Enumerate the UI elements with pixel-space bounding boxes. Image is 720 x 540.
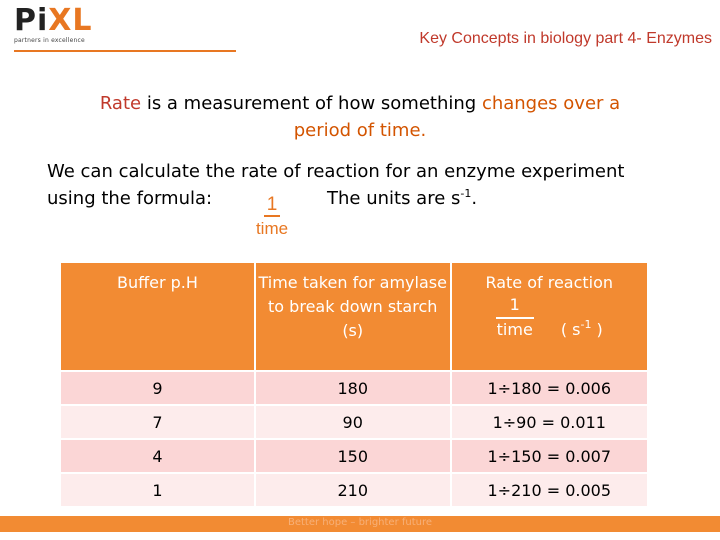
header-rate-of-reaction: Rate of reaction 1 time ( s-1 ) bbox=[449, 261, 650, 372]
cell-time: 90 bbox=[253, 404, 452, 440]
cell-time: 180 bbox=[253, 370, 452, 406]
rate-units-close: ) bbox=[591, 320, 603, 339]
cell-ph: 4 bbox=[59, 438, 256, 474]
cell-rate: 1÷210 = 0.005 bbox=[449, 472, 650, 508]
footer-slogan: Better hope – brighter future bbox=[287, 517, 433, 528]
logo-text-pi: Pi bbox=[14, 3, 49, 38]
cell-rate: 1÷150 = 0.007 bbox=[449, 438, 650, 474]
header-divider bbox=[14, 50, 236, 52]
formula-numerator: 1 bbox=[266, 194, 278, 215]
formula-explanation: We can calculate the rate of reaction fo… bbox=[47, 158, 624, 212]
table-row: 1 210 1÷210 = 0.005 bbox=[59, 472, 650, 508]
rate-units-open: ( s bbox=[560, 320, 581, 339]
table-row: 9 180 1÷180 = 0.006 bbox=[59, 370, 650, 406]
slide-title: Key Concepts in biology part 4- Enzymes bbox=[419, 30, 712, 47]
pixl-logo: PiXL partners in excellence bbox=[14, 6, 93, 45]
cell-rate: 1÷90 = 0.011 bbox=[449, 404, 650, 440]
period-phrase: period of time. bbox=[293, 120, 427, 141]
cell-ph: 1 bbox=[59, 472, 256, 508]
rate-header-numerator: 1 bbox=[509, 295, 520, 314]
rate-word: Rate bbox=[99, 93, 142, 114]
footer-bar bbox=[0, 516, 720, 532]
rate-table: Buffer p.H Time taken for amylase to bre… bbox=[59, 261, 650, 508]
table-row: 7 90 1÷90 = 0.011 bbox=[59, 404, 650, 440]
logo-text-xl: XL bbox=[48, 3, 93, 38]
changes-phrase: changes over a bbox=[481, 93, 621, 114]
rate-header-fraction-bar bbox=[495, 317, 534, 319]
logo-wordmark: PiXL bbox=[14, 6, 93, 36]
explanation-line-1: We can calculate the rate of reaction fo… bbox=[47, 161, 625, 182]
cell-ph: 7 bbox=[59, 404, 256, 440]
rate-header-denominator: time bbox=[496, 320, 533, 339]
definition-text: is a measurement of how something bbox=[141, 93, 482, 114]
rate-header-title: Rate of reaction bbox=[485, 273, 614, 292]
units-statement: The units are s-1. bbox=[327, 185, 477, 214]
cell-time: 210 bbox=[253, 472, 452, 508]
rate-header-fraction: 1 time bbox=[495, 295, 534, 341]
units-suffix: . bbox=[471, 188, 478, 209]
table-header-row: Buffer p.H Time taken for amylase to bre… bbox=[59, 261, 650, 372]
units-superscript: -1 bbox=[460, 187, 472, 200]
formula-fraction-bar bbox=[264, 215, 280, 217]
rate-formula: 1 time bbox=[250, 195, 294, 241]
units-prefix: The units are s bbox=[327, 188, 461, 209]
rate-definition: Rate is a measurement of how something c… bbox=[0, 90, 720, 144]
cell-ph: 9 bbox=[59, 370, 256, 406]
explanation-line-2: using the formula: bbox=[47, 188, 213, 209]
formula-denominator: time bbox=[255, 219, 289, 238]
header-buffer-ph: Buffer p.H bbox=[59, 261, 256, 372]
cell-rate: 1÷180 = 0.006 bbox=[449, 370, 650, 406]
rate-header-units: ( s-1 ) bbox=[560, 318, 603, 339]
logo-tagline: partners in excellence bbox=[14, 37, 85, 44]
rate-units-sup: -1 bbox=[580, 318, 592, 331]
header-time-taken: Time taken for amylase to break down sta… bbox=[253, 261, 452, 372]
table-row: 4 150 1÷150 = 0.007 bbox=[59, 438, 650, 474]
cell-time: 150 bbox=[253, 438, 452, 474]
